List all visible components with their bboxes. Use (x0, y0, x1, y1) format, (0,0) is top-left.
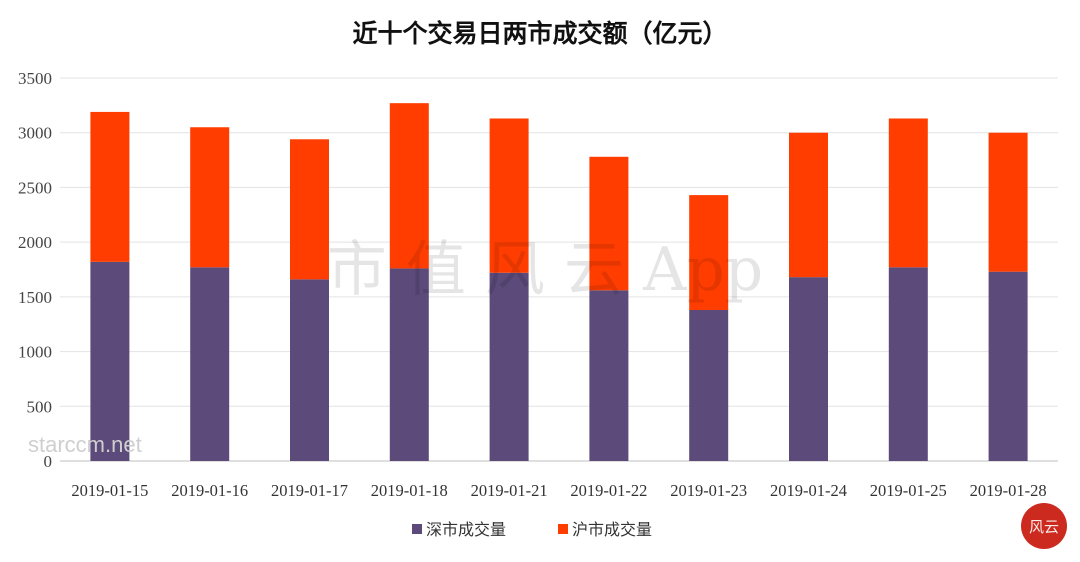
bar-segment-shenzhen (988, 271, 1028, 461)
x-tick-label: 2019-01-24 (770, 481, 847, 500)
bar-segment-shanghai (190, 127, 230, 268)
y-tick-label: 2500 (18, 178, 52, 197)
bar-segment-shanghai (689, 195, 729, 310)
seal-logo: 风云 (1021, 503, 1067, 549)
bars (90, 103, 1028, 461)
bar-segment-shanghai (290, 139, 329, 280)
bar-segment-shenzhen (888, 267, 928, 461)
y-tick-label: 3000 (18, 124, 52, 143)
bar-segment-shenzhen (389, 268, 429, 461)
bar-segment-shenzhen (290, 279, 329, 461)
bar-segment-shenzhen (190, 267, 230, 461)
y-tick-label: 0 (44, 452, 53, 471)
x-tick-label: 2019-01-21 (471, 481, 548, 500)
y-tick-label: 1000 (18, 343, 52, 362)
bar-segment-shenzhen (589, 290, 629, 461)
bar-segment-shanghai (389, 103, 429, 269)
x-tick-label: 2019-01-17 (271, 481, 348, 500)
bar-segment-shanghai (489, 118, 529, 273)
x-axis-ticks: 2019-01-15 2019-01-16 2019-01-17 2019-01-18… (71, 481, 1046, 500)
bar-segment-shenzhen (689, 309, 729, 461)
x-tick-label: 2019-01-15 (71, 481, 148, 500)
x-tick-label: 2019-01-22 (570, 481, 647, 500)
bar-segment-shanghai (589, 156, 629, 291)
chart-title: 近十个交易日两市成交额（亿元） (352, 19, 727, 48)
y-tick-label: 1500 (18, 288, 52, 307)
seal-logo-text: 风云 (1029, 518, 1059, 536)
bar-segment-shenzhen (789, 277, 828, 461)
y-tick-label: 500 (27, 397, 53, 416)
x-tick-label: 2019-01-25 (870, 481, 947, 500)
y-tick-label: 3500 (18, 69, 52, 88)
x-tick-label: 2019-01-28 (970, 481, 1047, 500)
legend-label: 沪市成交量 (572, 520, 652, 539)
legend-label: 深市成交量 (426, 520, 506, 539)
legend-swatch (412, 524, 422, 534)
watermark-text: 市 值 风 云 App (327, 235, 763, 305)
y-tick-label: 2000 (18, 233, 52, 252)
y-axis-ticks: 0 500 1000 1500 2000 2500 3000 3500 (18, 69, 52, 471)
bar-segment-shanghai (90, 111, 130, 262)
x-tick-label: 2019-01-23 (670, 481, 747, 500)
bar-segment-shanghai (789, 132, 828, 278)
x-tick-label: 2019-01-18 (371, 481, 448, 500)
bar-segment-shenzhen (489, 272, 529, 461)
bar-segment-shanghai (988, 132, 1028, 272)
bar-segment-shanghai (888, 118, 928, 268)
bar-segment-shenzhen (90, 261, 130, 461)
site-watermark: starccm.net (28, 432, 142, 457)
legend-swatch (558, 524, 568, 534)
x-tick-label: 2019-01-16 (171, 481, 248, 500)
legend: 深市成交量 沪市成交量 (412, 520, 652, 539)
